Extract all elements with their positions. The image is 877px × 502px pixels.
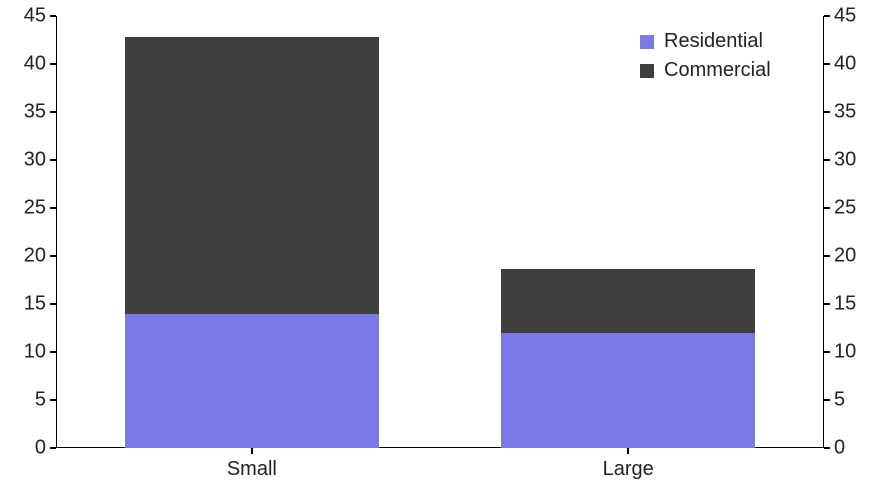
y-tick-mark-right: [824, 351, 830, 353]
y-tick-mark-left: [50, 351, 56, 353]
y-tick-mark-right: [824, 15, 830, 17]
y-tick-mark-right: [824, 447, 830, 449]
y-tick-mark-left: [50, 255, 56, 257]
y-tick-mark-right: [824, 399, 830, 401]
y-tick-mark-left: [50, 399, 56, 401]
legend-swatch: [640, 35, 654, 49]
x-category-label: Large: [603, 458, 654, 481]
y-tick-label-left: 25: [24, 197, 46, 220]
x-category-label: Small: [227, 458, 277, 481]
y-tick-mark-left: [50, 207, 56, 209]
legend-label: Commercial: [664, 59, 771, 82]
y-tick-label-right: 25: [834, 197, 856, 220]
y-tick-label-right: 45: [834, 5, 856, 28]
y-tick-label-right: 10: [834, 341, 856, 364]
y-tick-mark-left: [50, 303, 56, 305]
legend: Residential Commercial: [640, 30, 771, 88]
y-tick-mark-right: [824, 111, 830, 113]
y-tick-mark-left: [50, 447, 56, 449]
x-tick-mark: [627, 448, 629, 454]
y-tick-label-left: 45: [24, 5, 46, 28]
bar-segment: [501, 333, 754, 448]
stacked-bar-chart: Residential Commercial 0 0 5 5 10 10 15 15 20 20 25…: [0, 0, 877, 502]
legend-swatch: [640, 64, 654, 78]
y-tick-mark-right: [824, 159, 830, 161]
y-tick-mark-left: [50, 15, 56, 17]
y-tick-label-left: 0: [35, 437, 46, 460]
y-tick-mark-right: [824, 63, 830, 65]
y-tick-label-left: 40: [24, 53, 46, 76]
y-tick-mark-left: [50, 159, 56, 161]
x-tick-mark: [251, 448, 253, 454]
y-tick-label-right: 15: [834, 293, 856, 316]
bar-segment: [501, 269, 754, 332]
legend-label: Residential: [664, 30, 763, 53]
y-tick-label-left: 35: [24, 101, 46, 124]
y-tick-mark-right: [824, 255, 830, 257]
y-tick-label-left: 15: [24, 293, 46, 316]
y-tick-mark-left: [50, 63, 56, 65]
y-tick-label-right: 40: [834, 53, 856, 76]
legend-item: Commercial: [640, 59, 771, 82]
y-tick-label-left: 20: [24, 245, 46, 268]
bar-segment: [125, 37, 378, 313]
bar-segment: [125, 314, 378, 448]
y-tick-label-right: 35: [834, 101, 856, 124]
y-tick-label-right: 5: [834, 389, 845, 412]
y-tick-label-right: 0: [834, 437, 845, 460]
y-tick-label-right: 30: [834, 149, 856, 172]
y-tick-mark-right: [824, 207, 830, 209]
y-tick-label-left: 10: [24, 341, 46, 364]
legend-item: Residential: [640, 30, 771, 53]
y-tick-label-left: 30: [24, 149, 46, 172]
y-tick-label-right: 20: [834, 245, 856, 268]
y-tick-mark-left: [50, 111, 56, 113]
y-tick-mark-right: [824, 303, 830, 305]
y-tick-label-left: 5: [35, 389, 46, 412]
